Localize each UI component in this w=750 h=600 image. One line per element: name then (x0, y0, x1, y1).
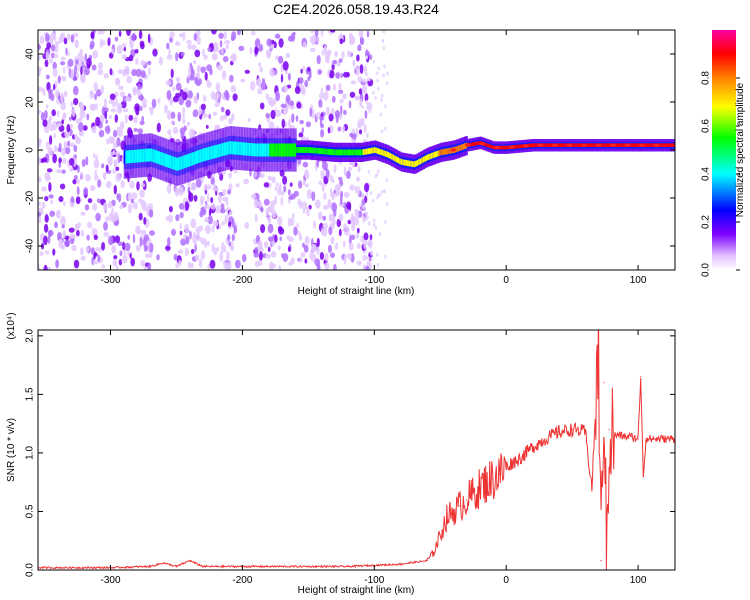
spectrogram-y-tick-label: -20 (25, 190, 36, 205)
spectrogram-ridge (123, 126, 675, 186)
snr-ticks: -300 -200 -100 0 100 0.0 0.5 1.0 1.5 2.0 (25, 328, 675, 586)
snr-point (175, 565, 178, 568)
snr-y-tick-label: 0.5 (25, 504, 36, 518)
snr-frame (37, 329, 676, 571)
snr-point (162, 562, 164, 564)
spectrogram-y-tick-label: 20 (25, 96, 36, 108)
snr-y-tick-label: 2.0 (25, 328, 36, 342)
colorbar-ramp (712, 30, 736, 270)
snr-x-label: Height of straight line (km) (298, 585, 415, 596)
snr-point (439, 534, 441, 536)
snr-point (558, 431, 560, 433)
snr-x-tick-label: -200 (232, 575, 252, 586)
snr-y-label: SNR (10 * v/v) (6, 418, 17, 482)
snr-point (307, 565, 309, 568)
snr-point (624, 435, 626, 438)
spectrogram-y-tick-label: 0 (25, 147, 36, 153)
snr-point (505, 466, 507, 468)
snr-panel: -300 -200 -100 0 100 0.0 0.5 1.0 1.5 2.0 Height o… (6, 312, 676, 596)
snr-point (650, 438, 652, 440)
spectrogram-x-tick-label: 100 (630, 275, 647, 286)
snr-point (485, 481, 487, 483)
snr-point (532, 446, 534, 448)
colorbar-tick-label: 0.2 (701, 215, 712, 229)
colorbar-label: Normalized spectral amplitude (735, 82, 746, 217)
snr-point (452, 510, 454, 513)
snr-y-tick-label: 1.0 (25, 446, 36, 460)
colorbar-tick-label: 0.6 (701, 119, 712, 133)
snr-trace (38, 330, 675, 570)
snr-point (571, 428, 573, 431)
snr-point (611, 434, 613, 436)
snr-y-tick-label: 1.5 (25, 387, 36, 401)
snr-point (492, 478, 494, 480)
snr-point (663, 438, 666, 440)
spectrogram-x-tick-label: -300 (101, 275, 121, 286)
snr-point (591, 487, 593, 489)
snr-x-tick-label: -100 (364, 575, 384, 586)
snr-point (466, 499, 468, 501)
spectrogram-x-tick-label: 0 (503, 275, 509, 286)
snr-point (479, 487, 481, 489)
spectrogram-y-label: Frequency (Hz) (6, 116, 17, 185)
colorbar: 0.0 0.2 0.4 0.6 0.8 Normalized spectral ampl… (701, 30, 746, 277)
snr-point (605, 563, 608, 565)
snr-x-tick-label: -300 (101, 575, 121, 586)
snr-marks (38, 330, 675, 570)
snr-y-tick-label: 0.0 (25, 563, 36, 577)
snr-point (426, 560, 428, 562)
colorbar-ticks: 0.0 0.2 0.4 0.6 0.8 (701, 71, 740, 277)
spectrogram-y-tick-label: 40 (25, 48, 36, 60)
snr-point (640, 376, 642, 378)
snr-point (202, 565, 204, 568)
snr-point (600, 560, 602, 562)
colorbar-tick-label: 0.8 (701, 71, 712, 85)
snr-point (433, 551, 435, 554)
spectrogram-x-label: Height of straight line (km) (298, 286, 415, 297)
snr-point (512, 461, 514, 463)
snr-y-multiplier: (x10⁴) (6, 312, 17, 339)
colorbar-tick-label: 0.4 (701, 167, 712, 181)
snr-point (545, 438, 547, 440)
snr-point (459, 505, 461, 507)
snr-x-tick-label: 0 (503, 575, 509, 586)
spectrogram-marks (38, 30, 675, 270)
snr-point (642, 475, 644, 477)
snr-point (597, 347, 600, 349)
spectrogram-y-tick-label: -40 (25, 238, 36, 253)
snr-point (657, 438, 659, 440)
colorbar-tick-label: 0.0 (701, 263, 712, 277)
snr-point (518, 458, 521, 460)
snr-x-tick-label: 100 (630, 575, 647, 586)
snr-point (347, 565, 349, 568)
snr-point (446, 516, 448, 518)
snr-point (608, 428, 610, 431)
spectrogram-x-tick-label: -100 (364, 275, 384, 286)
spectrogram-noise (38, 30, 389, 270)
snr-point (645, 438, 647, 440)
snr-point (630, 435, 633, 438)
snr-point (603, 382, 605, 384)
snr-point (400, 563, 402, 565)
spectrogram-x-tick-label: -200 (232, 275, 252, 286)
snr-point (617, 434, 619, 436)
snr-point (189, 560, 191, 562)
snr-point (584, 431, 586, 433)
figure-title: C2E4.2026.058.19.43.R24 (273, 1, 439, 17)
snr-point (637, 438, 639, 440)
snr-point (149, 565, 151, 568)
snr-point (499, 473, 501, 475)
snr-point (472, 493, 474, 495)
